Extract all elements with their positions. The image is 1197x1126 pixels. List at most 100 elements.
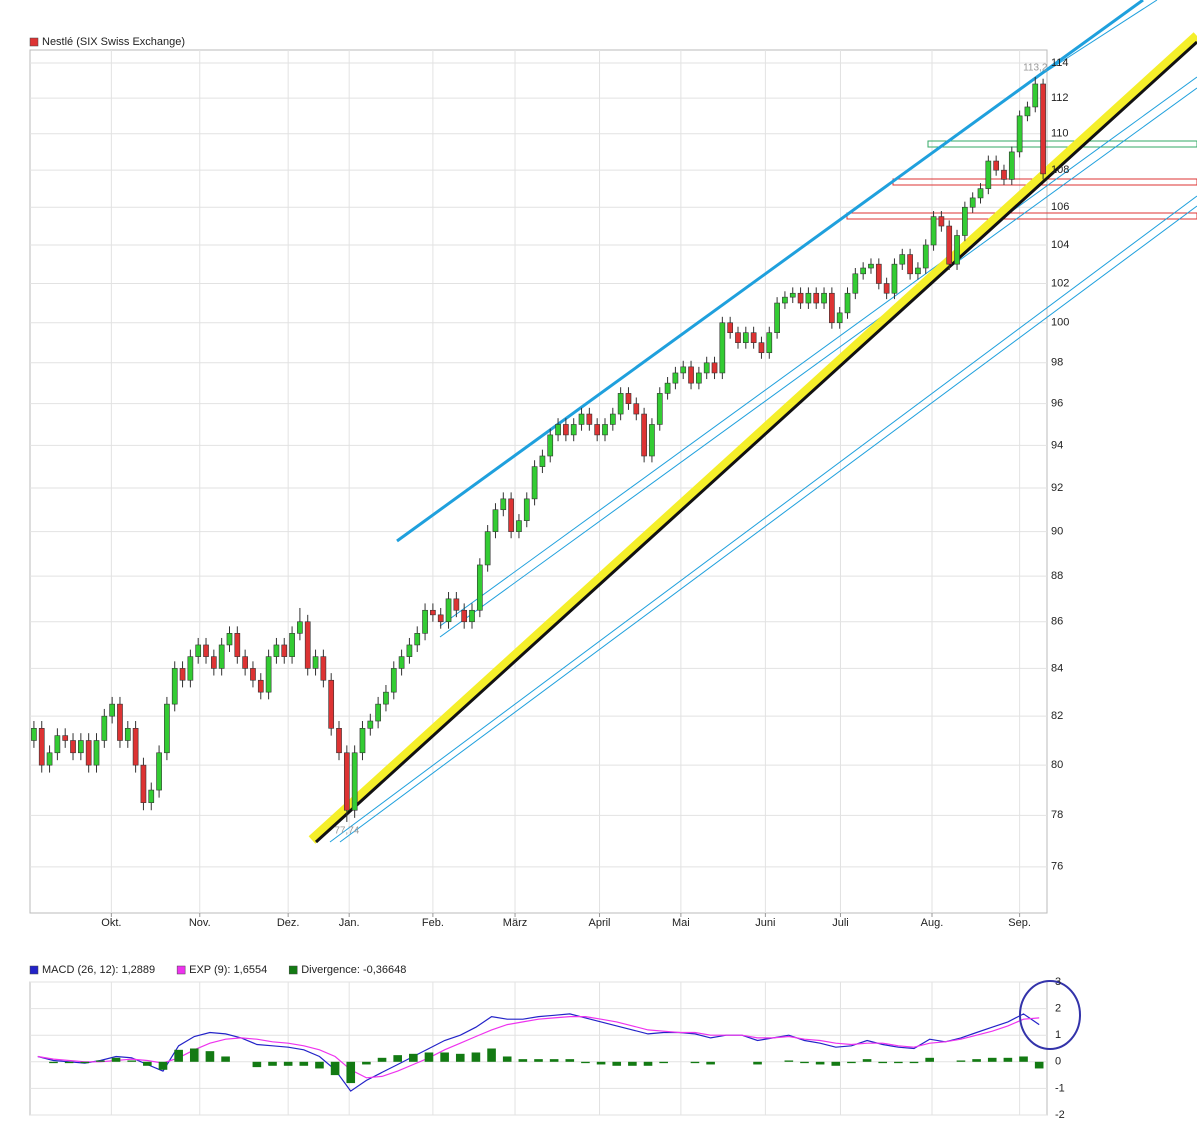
candle-body bbox=[875, 263, 882, 284]
y-tick-label: -1 bbox=[1055, 1082, 1065, 1094]
candle-body bbox=[860, 267, 867, 275]
x-tick-label: Jan. bbox=[339, 917, 360, 929]
candle-body bbox=[250, 668, 256, 681]
candle-body bbox=[476, 564, 483, 611]
divergence-bar bbox=[925, 1057, 934, 1062]
macd-frame bbox=[29, 981, 1048, 1116]
candle-body bbox=[563, 424, 569, 436]
y-tick-label: 92 bbox=[1051, 482, 1063, 494]
x-tick-label: Juli bbox=[832, 917, 849, 929]
channel-top bbox=[396, 0, 1144, 543]
divergence-bar bbox=[831, 1061, 841, 1066]
candle-body bbox=[570, 424, 577, 436]
divergence-bar bbox=[49, 1061, 58, 1064]
candle-body bbox=[281, 644, 288, 657]
candle-body bbox=[555, 424, 561, 436]
divergence-bar bbox=[96, 1060, 105, 1062]
legend-label: Nestlé (SIX Swiss Exchange) bbox=[42, 36, 185, 48]
divergence-bar bbox=[972, 1059, 981, 1062]
candle-body bbox=[492, 509, 499, 532]
divergence-bar bbox=[800, 1061, 809, 1064]
candle-body bbox=[234, 633, 241, 657]
y-tick-label: 102 bbox=[1051, 277, 1069, 289]
candle-body bbox=[46, 752, 53, 766]
candle-body bbox=[758, 342, 765, 354]
divergence-bar bbox=[847, 1061, 856, 1064]
divergence-bar bbox=[612, 1061, 622, 1066]
divergence-bar bbox=[706, 1061, 715, 1065]
candle-body bbox=[883, 283, 890, 294]
y-tick-label: 0 bbox=[1055, 1056, 1061, 1068]
candle-body bbox=[993, 160, 999, 171]
candle-body bbox=[547, 434, 554, 457]
candle-body bbox=[523, 498, 530, 521]
divergence-bar bbox=[64, 1061, 74, 1064]
legend-swatch bbox=[176, 965, 186, 975]
x-tick-label: Dez. bbox=[277, 917, 300, 929]
x-tick-label: Okt. bbox=[101, 917, 121, 929]
candle-body bbox=[696, 372, 702, 384]
divergence-bar bbox=[283, 1061, 293, 1066]
divergence-bar bbox=[80, 1061, 90, 1064]
candle-body bbox=[195, 644, 202, 657]
candle-body bbox=[218, 644, 225, 669]
divergence-bar bbox=[565, 1059, 575, 1062]
divergence-bar bbox=[628, 1061, 637, 1066]
divergence-bar bbox=[346, 1061, 356, 1084]
candle-body bbox=[351, 752, 358, 811]
candle-body bbox=[930, 216, 937, 246]
candle-body bbox=[445, 598, 452, 623]
candle-body bbox=[312, 656, 319, 669]
divergence-bar bbox=[862, 1059, 872, 1062]
x-tick-label: April bbox=[589, 917, 611, 929]
candle-body bbox=[414, 633, 421, 646]
candle-body bbox=[938, 216, 945, 227]
candle-body bbox=[390, 668, 397, 693]
candle-body bbox=[750, 332, 757, 343]
candle-body bbox=[836, 312, 843, 324]
channel-line bbox=[439, 87, 1197, 638]
candle-body bbox=[469, 609, 475, 623]
price-frame bbox=[29, 49, 1048, 914]
candle-body bbox=[625, 393, 632, 404]
candle-body bbox=[304, 621, 311, 669]
candle-body bbox=[1016, 115, 1023, 153]
divergence-bar bbox=[502, 1056, 512, 1062]
y-tick-label: 112 bbox=[1051, 92, 1069, 104]
y-tick-label: 88 bbox=[1051, 570, 1063, 582]
candle-body bbox=[171, 668, 178, 705]
y-tick-label: 98 bbox=[1051, 357, 1063, 369]
divergence-bar bbox=[596, 1061, 606, 1065]
divergence-bar bbox=[299, 1061, 309, 1066]
y-tick-label: 86 bbox=[1051, 616, 1063, 628]
divergence-bar bbox=[189, 1048, 199, 1062]
candle-body bbox=[78, 740, 84, 754]
channel-line bbox=[339, 205, 1197, 843]
candle-body bbox=[962, 206, 968, 236]
y-tick-label: 3 bbox=[1055, 976, 1061, 988]
annotation: 113,2 bbox=[1023, 63, 1048, 74]
candle-body bbox=[164, 703, 170, 754]
candle-body bbox=[70, 740, 76, 754]
candle-body bbox=[578, 413, 585, 425]
candle-body bbox=[656, 393, 663, 425]
annotation: 77,74 bbox=[334, 826, 359, 837]
candle-body bbox=[508, 498, 514, 532]
divergence-bar bbox=[534, 1059, 543, 1062]
y-tick-label: 110 bbox=[1051, 128, 1069, 140]
candle-body bbox=[609, 413, 616, 425]
candle-body bbox=[844, 292, 851, 314]
candle-body bbox=[969, 197, 976, 208]
candle-body bbox=[1008, 151, 1015, 180]
divergence-bar bbox=[252, 1061, 262, 1068]
divergence-bar bbox=[753, 1061, 762, 1065]
candle-body bbox=[242, 656, 248, 669]
candle-body bbox=[531, 466, 538, 500]
candle-body bbox=[422, 609, 428, 634]
candle-body bbox=[54, 735, 61, 754]
candle-body bbox=[672, 372, 679, 384]
legend-label: MACD (26, 12): 1,2889 bbox=[42, 964, 155, 976]
divergence-bar bbox=[330, 1061, 340, 1076]
x-tick-label: Sep. bbox=[1008, 917, 1031, 929]
